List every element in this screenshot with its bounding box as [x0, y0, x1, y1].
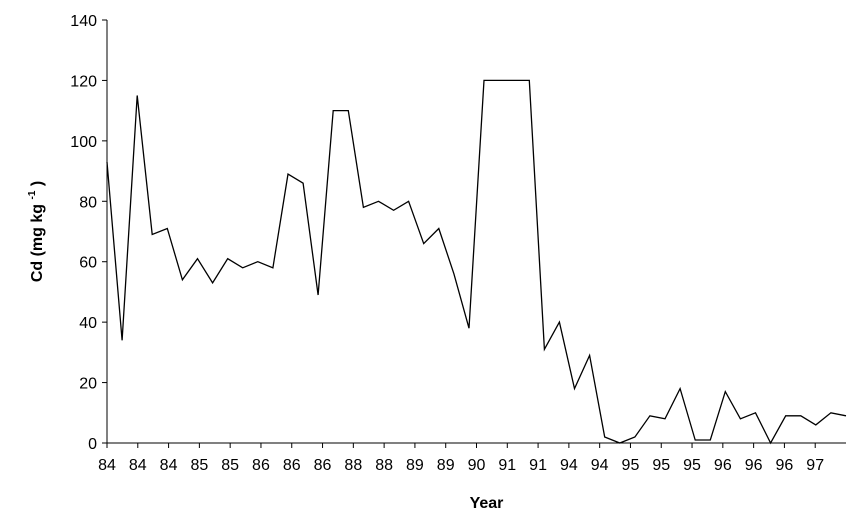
- x-tick-label: 95: [683, 457, 701, 474]
- x-tick-label: 89: [406, 457, 424, 474]
- y-axis-title-suffix: ): [29, 181, 46, 186]
- x-tick-label: 86: [314, 457, 332, 474]
- x-tick-label: 96: [714, 457, 732, 474]
- x-tick-label: 97: [806, 457, 824, 474]
- y-tick-label: 0: [88, 436, 97, 453]
- y-tick-label: 60: [79, 255, 97, 272]
- x-tick-label: 96: [745, 457, 763, 474]
- y-axis-ticks: 0 20 40 60 80 100 120 140: [70, 13, 107, 453]
- x-tick-label: 96: [776, 457, 794, 474]
- x-tick-label: 95: [622, 457, 640, 474]
- x-axis-title: Year: [470, 495, 504, 512]
- series-line: [106, 79, 847, 445]
- y-axis-title-main: Cd (mg kg: [29, 204, 46, 282]
- x-tick-label: 91: [498, 457, 516, 474]
- y-tick-label: 20: [79, 376, 97, 393]
- x-tick-label: 85: [221, 457, 239, 474]
- x-tick-label: 88: [344, 457, 362, 474]
- x-tick-label: 84: [129, 457, 147, 474]
- x-tick-label: 86: [252, 457, 270, 474]
- y-tick-label: 140: [70, 13, 97, 30]
- y-tick-label: 120: [70, 73, 97, 90]
- y-axis-title: Cd (mg kg -1 ): [22, 181, 46, 282]
- y-axis-title-superscript: -1: [27, 190, 38, 199]
- x-tick-label: 84: [98, 457, 116, 474]
- y-tick-label: 80: [79, 194, 97, 211]
- x-tick-label: 85: [190, 457, 208, 474]
- x-tick-label: 91: [529, 457, 547, 474]
- x-tick-label: 86: [283, 457, 301, 474]
- x-tick-label: 84: [160, 457, 178, 474]
- x-tick-label: 88: [375, 457, 393, 474]
- x-axis-ticks: 84 84 84 85 85 86 86 86 88 88 89 89 90 91 91 94 94 95 95 95…: [98, 443, 824, 474]
- x-tick-label: 90: [468, 457, 486, 474]
- x-tick-label: 94: [560, 457, 578, 474]
- x-tick-label: 89: [437, 457, 455, 474]
- y-tick-label: 40: [79, 315, 97, 332]
- x-tick-label: 95: [652, 457, 670, 474]
- x-tick-label: 94: [591, 457, 609, 474]
- y-tick-label: 100: [70, 134, 97, 151]
